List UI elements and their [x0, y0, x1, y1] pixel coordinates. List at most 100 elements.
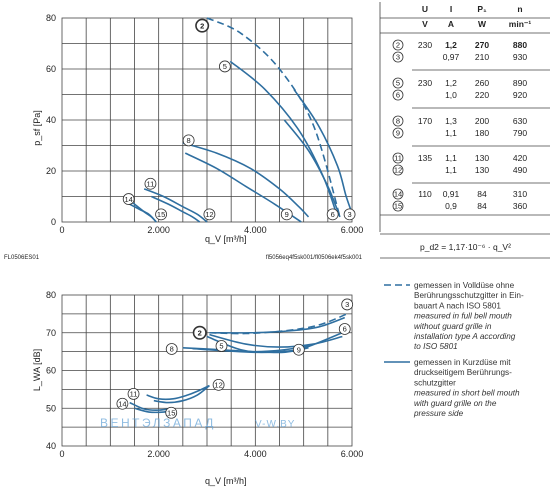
- x-tick-label: 0: [59, 449, 64, 459]
- marker-circle: [218, 60, 231, 73]
- curve-marker-11: 11: [144, 177, 157, 190]
- marker-label: 2: [198, 328, 202, 337]
- pressure-chart-ticks: 0 2.000 4.000 6.000 0 20 40 60 80: [46, 13, 363, 235]
- table-header: U: [422, 4, 428, 14]
- table-cell: 230: [418, 40, 432, 50]
- row-id-circle: [392, 89, 404, 101]
- marker-circle: [122, 193, 135, 205]
- table-cell: 130: [475, 153, 489, 163]
- table-cell: 220: [475, 90, 489, 100]
- table-cell: 260: [475, 78, 489, 88]
- curve-marker-14: 14: [116, 397, 129, 410]
- legend-line: pressure side: [413, 409, 464, 418]
- pressure-chart-ylabel: p_sf [Pa]: [32, 110, 42, 146]
- curve-marker-14: 14: [122, 193, 135, 205]
- table-header: I: [450, 4, 452, 14]
- table-row: 8 170 1,3 200 630: [392, 115, 527, 127]
- table-row: 11 135 1,1 130 420: [392, 152, 527, 164]
- marker-circle: [280, 208, 293, 221]
- x-tick-label: 4.000: [244, 225, 267, 235]
- curve-marker-8: 8: [182, 134, 195, 147]
- table-unit: W: [478, 19, 487, 29]
- sound-power-chart: 2 3 6 5 9 8 12 11 14 15 0 2.000 4.000 6.000 40 50 60 70 8…: [32, 290, 363, 486]
- table-row: 9 1,1 180 790: [392, 127, 527, 139]
- marker-circle: [182, 134, 195, 147]
- table-row: 2 230 1,2 270 880: [392, 39, 527, 51]
- marker-label: 6: [343, 325, 347, 334]
- table-cell: 930: [513, 52, 527, 62]
- curve-marker-2: 2: [192, 325, 207, 340]
- curve-marker-2: 2: [195, 18, 210, 33]
- y-tick-label: 70: [46, 328, 56, 338]
- row-id-circle: [392, 51, 404, 63]
- sound-power-chart-curves: [129, 313, 348, 414]
- marker-label: 9: [285, 210, 289, 219]
- curve-marker-3: 3: [341, 298, 354, 311]
- table-header: n: [517, 4, 522, 14]
- curve-2: [206, 17, 341, 218]
- table-cell: 880: [513, 40, 527, 50]
- curve-11: [143, 188, 208, 223]
- legend: gemessen in Volldüse ohneBerührungsschut…: [384, 281, 524, 418]
- pressure-chart-grid: [61, 17, 353, 223]
- marker-circle: [127, 388, 140, 400]
- table-cell: 1,0: [445, 90, 457, 100]
- marker-circle: [326, 208, 339, 221]
- marker-circle: [165, 343, 178, 355]
- table-cell: 1,3: [445, 116, 457, 126]
- table-unit: A: [448, 19, 454, 29]
- row-id-circle: [392, 200, 404, 212]
- row-id-circle: [392, 115, 404, 127]
- curve-marker-15: 15: [155, 208, 167, 221]
- table-row: 6 1,0 220 920: [392, 89, 527, 101]
- watermark: ВЕНТЭЛЗАПАД V-W.BY: [100, 416, 294, 430]
- marker-label: 5: [223, 62, 227, 71]
- pressure-chart: 2 5 8 11 14 15 12 9 6 3 0 2.000 4.000 6.000 0 20 40 60 80…: [4, 13, 363, 261]
- legend-line: without guard grille in: [414, 322, 492, 331]
- sound-power-chart-markers: 2 3 6 5 9 8 12 11 14 15: [116, 298, 354, 419]
- marker-circle: [215, 340, 228, 352]
- sound-power-chart-ylabel: L_WA [dB]: [32, 349, 42, 391]
- row-id: 11: [394, 154, 402, 163]
- row-id: 2: [396, 41, 400, 50]
- marker-circle: [341, 298, 354, 311]
- legend-line: measured in full bell mouth: [414, 312, 512, 321]
- row-id: 14: [394, 190, 402, 199]
- legend-line: druckseitigem Berührungs-: [414, 368, 512, 377]
- legend-line: gemessen in Kurzdüse mit: [414, 358, 511, 367]
- table-cell: 490: [513, 165, 527, 175]
- row-id-circle: [392, 127, 404, 139]
- marker-label: 15: [167, 408, 175, 417]
- pressure-chart-footer-right: fl5056eq4f5sk001/fl0506ek4f5sk001: [266, 255, 363, 261]
- marker-label: 14: [125, 195, 133, 204]
- table-cell: 630: [513, 116, 527, 126]
- marker-label: 15: [157, 210, 165, 219]
- curve-marker-5: 5: [218, 60, 231, 73]
- table-cell: 84: [477, 189, 487, 199]
- marker-circle: [116, 397, 129, 410]
- marker-label: 8: [170, 345, 174, 354]
- curve-6: [209, 333, 343, 348]
- table-cell: 135: [418, 153, 432, 163]
- curve-marker-15: 15: [165, 406, 178, 419]
- x-tick-label: 6.000: [341, 449, 364, 459]
- marker-circle: [155, 208, 167, 221]
- y-tick-label: 60: [46, 64, 56, 74]
- y-tick-label: 80: [46, 13, 56, 23]
- curve-12: [151, 195, 201, 223]
- x-tick-label: 0: [59, 225, 64, 235]
- table-row: 15 0,9 84 360: [392, 200, 527, 212]
- x-tick-label: 6.000: [341, 225, 364, 235]
- marker-label: 3: [347, 210, 351, 219]
- table-cell: 920: [513, 90, 527, 100]
- curve-marker-6: 6: [338, 323, 351, 335]
- curve-11: [146, 384, 210, 401]
- row-id-circle: [392, 164, 404, 176]
- y-tick-label: 50: [46, 403, 56, 413]
- marker-circle: [144, 177, 157, 190]
- row-id-circle: [392, 152, 404, 164]
- table-cell: 0,91: [443, 189, 460, 199]
- legend-line: installation type A according: [414, 332, 516, 341]
- legend-line: Berührungsschutzgitter in Ein-: [414, 291, 524, 300]
- marker-circle: [165, 406, 178, 419]
